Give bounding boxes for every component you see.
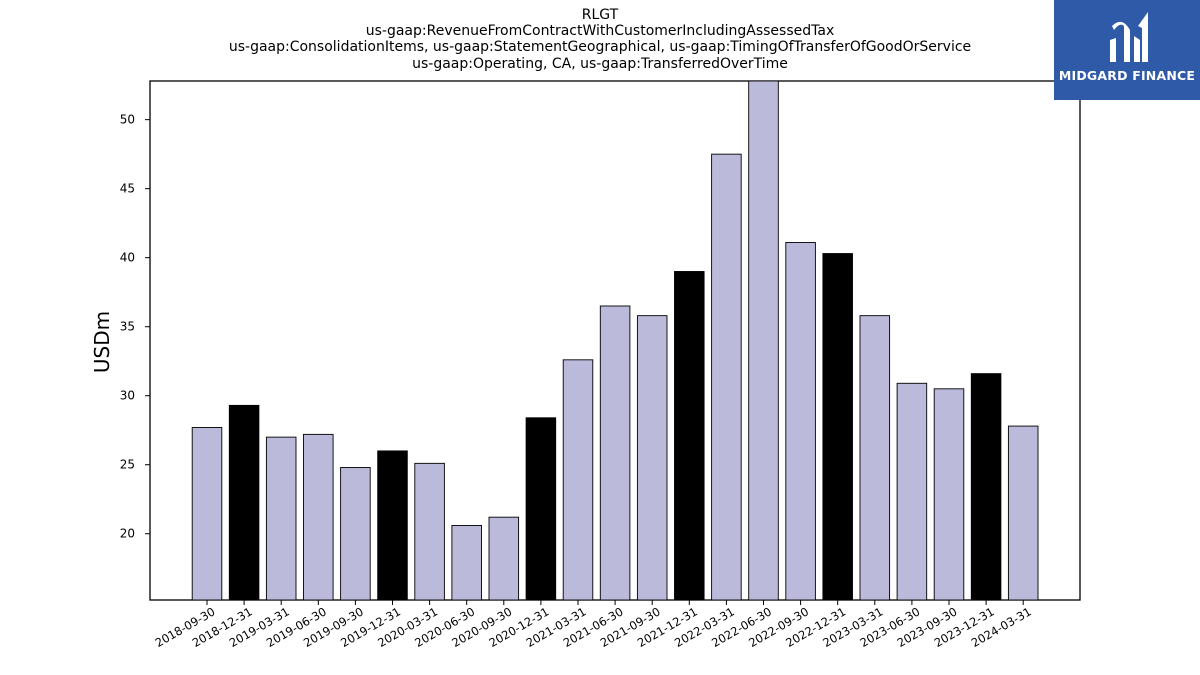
bar-2021-12-31 — [674, 271, 705, 601]
bar-2022-12-31 — [822, 253, 853, 601]
bar-2019-09-30 — [340, 467, 371, 601]
bar-2019-03-31 — [265, 436, 297, 601]
bar-2022-09-30 — [785, 242, 816, 601]
y-axis-label: USDm — [90, 311, 114, 373]
bar-2021-06-30 — [599, 305, 631, 601]
y-tick-label: 50 — [120, 113, 135, 127]
company-logo: MIDGARD FINANCE — [1054, 0, 1200, 100]
bar-2019-12-31 — [377, 450, 408, 601]
y-tick-label: 25 — [120, 458, 135, 472]
bar-2020-06-30 — [451, 525, 482, 601]
y-axis: 20 25 30 35 40 45 50 — [120, 113, 150, 541]
y-tick-label: 35 — [120, 320, 135, 334]
chart-title-line-2: us-gaap:RevenueFromContractWithCustomerI… — [365, 23, 835, 39]
y-tick-label: 20 — [120, 527, 135, 541]
bar-2023-03-31 — [859, 315, 891, 601]
y-tick-label: 45 — [120, 182, 135, 196]
bar-2020-03-31 — [414, 462, 445, 601]
bar-2020-09-30 — [488, 516, 520, 601]
bar-2021-09-30 — [636, 315, 668, 601]
bar-2024-03-31 — [1007, 425, 1039, 601]
bar-2018-12-31 — [228, 404, 260, 601]
bar-2022-06-30 — [748, 80, 779, 601]
logo-text: MIDGARD FINANCE — [1058, 68, 1196, 83]
y-tick-label: 40 — [120, 251, 135, 265]
bar-2023-12-31 — [970, 373, 1002, 601]
logo-mark-icon — [1110, 12, 1148, 62]
bar-group — [191, 80, 1039, 601]
bar-2021-03-31 — [562, 359, 594, 601]
bar-2020-12-31 — [525, 417, 557, 601]
bar-2023-06-30 — [896, 382, 928, 601]
bar-2018-09-30 — [191, 427, 223, 601]
chart-title-line-1: RLGT — [581, 7, 619, 23]
y-tick-label: 30 — [120, 389, 135, 403]
bar-2023-09-30 — [933, 388, 965, 601]
bar-2022-03-31 — [711, 153, 742, 601]
bar-2019-06-30 — [303, 433, 334, 601]
chart-title-line-3: us-gaap:ConsolidationItems, us-gaap:Stat… — [228, 39, 972, 55]
chart-title-line-4: us-gaap:Operating, CA, us-gaap:Transferr… — [412, 56, 788, 72]
x-axis: 2018-09-302018-12-312019-03-312019-06-30… — [153, 600, 1034, 650]
